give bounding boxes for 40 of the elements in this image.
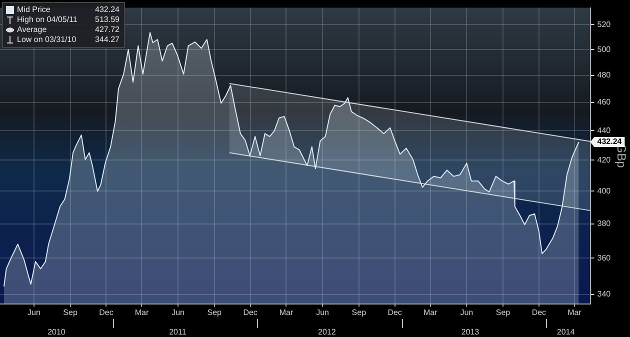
y-tick-label: 360 [597,253,612,262]
annotation: Low on 03/31/10 [17,35,78,45]
x-tick-label: Jun [172,308,185,317]
y-tick-label: 440 [597,126,612,135]
y-tick-label: 520 [597,20,612,29]
x-tick-label: Sep [352,308,367,317]
x2-tick-label: 2010 [48,327,66,336]
y-tick-label: 420 [597,155,612,164]
x-tick-label: Dec [243,308,258,317]
x-tick-label: Dec [99,308,114,317]
y-tick-label: 400 [597,186,612,196]
x-tick-label: Mar [134,308,149,317]
annotation: High on 04/05/11 [17,15,78,25]
x-tick-label: Sep [63,308,78,317]
x-tick-label: Jun [316,308,330,317]
annotation: 513.59 [95,15,120,25]
y-tick-label: 500 [597,44,612,54]
x-tick-label: Dec [532,308,546,317]
annotation: 432.24 [597,137,622,146]
legend-label: Mid Price [17,5,52,15]
x-tick-label: Jun [28,308,40,317]
x-tick-label: Sep [496,308,511,317]
annotation: 432.24 [95,5,120,15]
x2-tick-label: 2013 [461,327,480,336]
y-tick-label: 340 [597,290,612,299]
x-tick-label: Mar [279,308,294,317]
annotation: Average [17,25,48,35]
x2-tick-label: 2014 [556,327,576,336]
annotation: 344.27 [95,35,120,45]
annotation: 427.72 [95,25,120,35]
x-tick-label: Dec [388,308,402,317]
x-tick-label: Mar [423,308,438,317]
x-tick-label: Sep [207,308,222,317]
x2-tick-label: 2012 [318,327,336,336]
y-tick-label: 480 [597,70,612,80]
x-tick-label: Jun [460,308,474,317]
y-tick-label: 380 [597,218,612,228]
x-tick-label: Mar [568,308,582,317]
y-tick-label: 460 [597,98,612,107]
x2-tick-label: 2011 [169,327,187,336]
